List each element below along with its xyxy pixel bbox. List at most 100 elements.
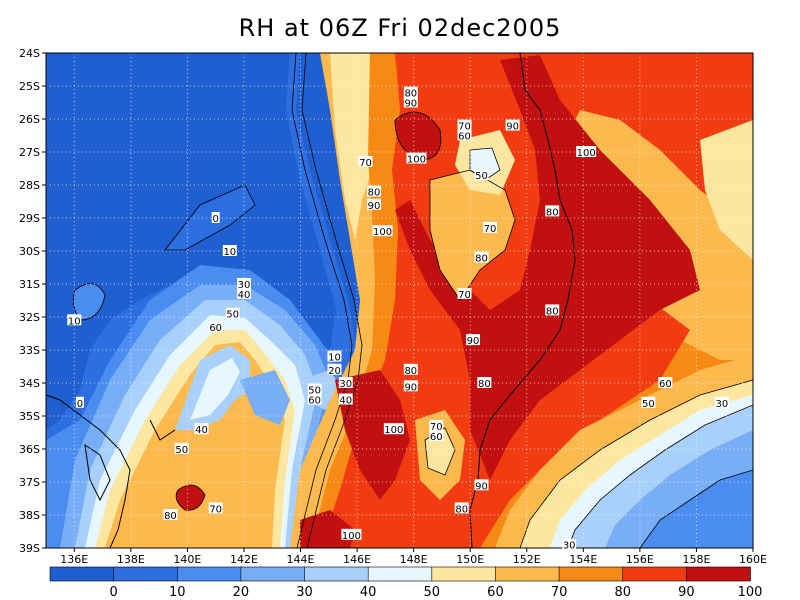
colorbar-bin (622, 566, 688, 582)
colorbar-bin (686, 566, 751, 582)
contour-label-bg (367, 185, 382, 197)
contour-label-bg (372, 225, 393, 237)
contour-label-bg (403, 96, 418, 108)
contour-label: 20 (328, 366, 341, 377)
contour-label-bg (67, 314, 82, 326)
contour-label: 90 (506, 122, 519, 133)
colorbar-label: 50 (424, 585, 441, 600)
contour-label-bg (367, 198, 382, 210)
rh-band-100e (176, 485, 205, 511)
contour-label: 100 (577, 148, 596, 159)
contour-label-bg (383, 423, 404, 435)
contour-label: 100 (373, 227, 392, 238)
colorbar-bin (558, 566, 624, 582)
contour-label-bg (208, 320, 223, 332)
colorbar: 0 10 20 30 40 50 60 70 80 90 100 (49, 566, 762, 600)
lat-tick-label: 26S (19, 113, 40, 126)
contour-label-bg (174, 443, 189, 454)
contour-label: 100 (384, 425, 403, 436)
contour-label-bg (225, 307, 240, 319)
lon-tick-label: 156E (626, 553, 654, 566)
contour-label-bg (327, 350, 342, 362)
contour-label-bg (457, 287, 472, 299)
contour-label: 90 (467, 336, 480, 347)
colorbar-bin (176, 566, 242, 582)
contour-label: 80 (478, 379, 491, 390)
contour-label-bg (641, 396, 656, 408)
contour-label: 40 (339, 396, 352, 407)
contour-label-bg (429, 429, 444, 441)
contour-label: 80 (475, 254, 488, 265)
contour-label-bg (406, 152, 427, 164)
lat-tick-label: 36S (19, 443, 40, 456)
contour-label-bg (545, 304, 560, 316)
contour-label: 10 (223, 247, 236, 258)
lat-tick-label: 25S (19, 80, 40, 93)
contour-label-bg (505, 119, 520, 131)
contour-label: 30 (238, 280, 251, 291)
contour-label: 50 (308, 386, 321, 397)
contour-label-bg (222, 245, 237, 256)
colorbar-label: 70 (551, 585, 568, 600)
contour-label: 80 (455, 504, 468, 515)
lon-tick-label: 142E (230, 553, 258, 566)
contour-label: 80 (368, 188, 381, 199)
lat-tick-label: 38S (19, 509, 40, 522)
colorbar-bin (367, 566, 433, 582)
contour-label: 10 (68, 316, 81, 327)
lat-tick-label: 29S (19, 212, 40, 225)
contour-label-bg (327, 363, 342, 375)
contour-label-bg (466, 334, 481, 346)
plot-frame (45, 52, 754, 549)
contour-label-bg (358, 155, 373, 167)
lat-tick-label: 32S (19, 311, 40, 324)
colorbar-label: 0 (109, 585, 117, 600)
colorbar-bin (431, 566, 497, 582)
lat-tick-label: 35S (19, 410, 40, 423)
contour-label: 70 (209, 504, 222, 515)
contour-label: 60 (209, 323, 222, 334)
contour-label-bg (307, 393, 322, 405)
contour-label: 70 (458, 122, 471, 133)
contour-label: 30 (339, 379, 352, 390)
lat-tick-label: 24S (19, 47, 40, 60)
colorbar-bin (49, 566, 115, 582)
contour-label-bg (338, 377, 353, 388)
graticule (46, 53, 753, 548)
colorbar-label: 80 (614, 585, 631, 600)
rh-band-60-70-ne (700, 120, 753, 260)
rh-band-100c (335, 370, 410, 500)
contour-label-bg (338, 393, 353, 405)
colorbar-bin (240, 566, 306, 582)
contour-label-bg (562, 538, 577, 550)
colorbar-label: 20 (233, 585, 250, 600)
contour-label-bg (307, 383, 322, 395)
lat-tick-label: 27S (19, 146, 40, 159)
contour-label-bg (474, 169, 489, 181)
lon-tick-label: 148E (400, 553, 428, 566)
colorbar-label: 10 (169, 585, 186, 600)
lat-tick-label: 39S (19, 542, 40, 555)
colorbar-label: 60 (487, 585, 504, 600)
contour-label: 30 (563, 541, 576, 552)
contour-label-bg (236, 287, 251, 299)
contour-label-bg (658, 377, 673, 388)
contour-label: 10 (328, 353, 341, 364)
map-title: RH at 06Z Fri 02dec2005 (238, 14, 562, 42)
colorbar-bin (304, 566, 369, 582)
contour-label-bg (163, 509, 178, 520)
colorbar-bin (495, 566, 560, 582)
contour-label: 60 (659, 379, 672, 390)
rh-band-50-60b (190, 358, 240, 420)
contour-label: 80 (404, 89, 417, 100)
contour-label: 70 (484, 224, 497, 235)
lon-tick-label: 150E (456, 553, 484, 566)
contour-label: 80 (404, 366, 417, 377)
contour-label: 40 (238, 290, 251, 301)
contour-label: 80 (164, 511, 177, 522)
rh-band-100b (395, 112, 441, 160)
contour-label: 70 (458, 290, 471, 301)
contour-label-bg (341, 528, 362, 540)
contour-labels: 0101003040506040501020304050607080100809… (67, 86, 729, 552)
